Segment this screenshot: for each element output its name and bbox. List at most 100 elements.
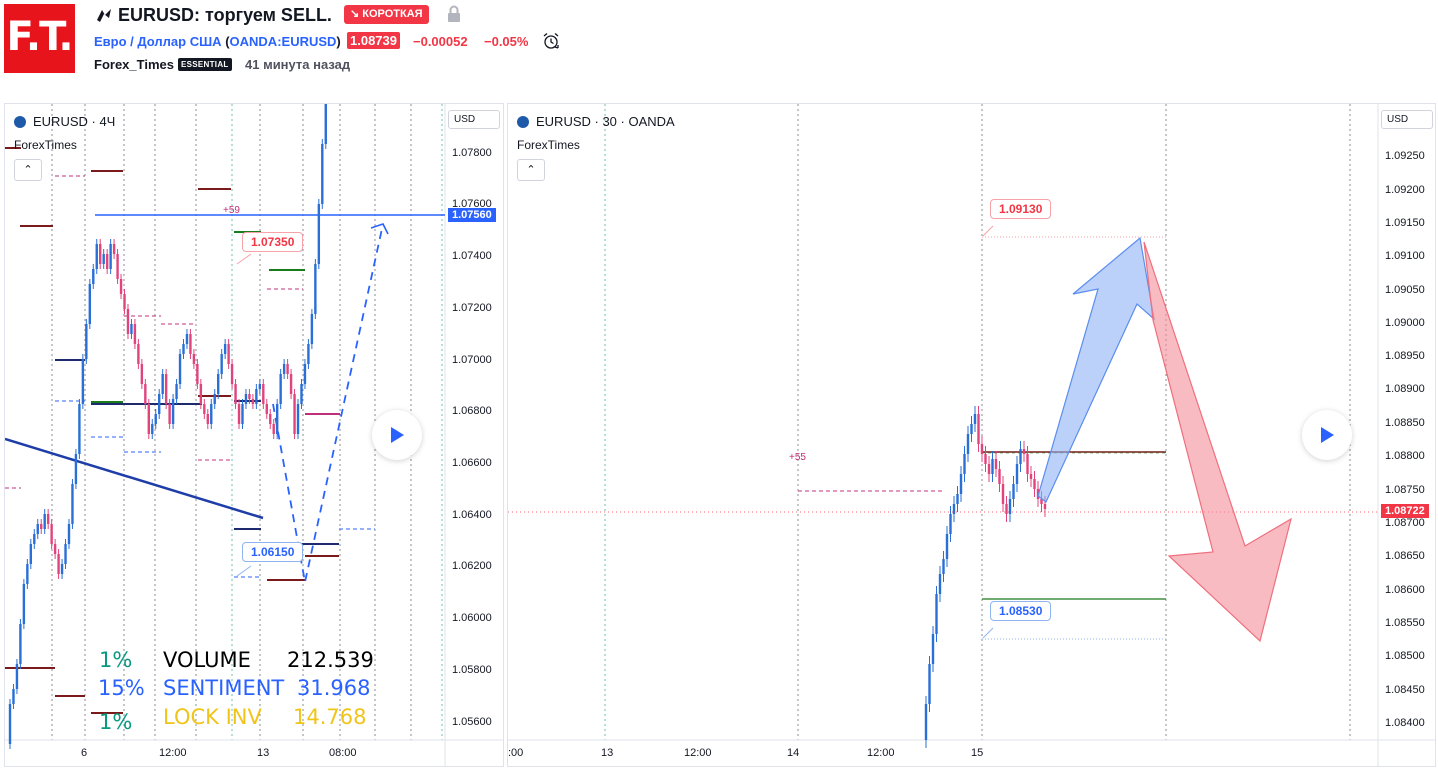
price-tick: 1.08950 xyxy=(1385,350,1425,362)
play-icon xyxy=(391,427,404,443)
time-tick: 12:00 xyxy=(867,747,895,759)
price-tick: 1.08850 xyxy=(1385,417,1425,429)
price-tick: 1.06000 xyxy=(452,612,492,624)
left-pips-label: +59 xyxy=(223,205,240,216)
price-change-percent: −0.05% xyxy=(484,34,529,49)
right-price-axis[interactable]: 1.09250 1.09200 1.09150 1.09100 1.09050 … xyxy=(1385,104,1435,740)
right-collapse-button[interactable]: ⌃ xyxy=(517,159,545,181)
price-tick: 1.09050 xyxy=(1385,284,1425,296)
candle xyxy=(50,524,53,544)
candle xyxy=(164,374,168,404)
time-tick: :00 xyxy=(508,747,524,759)
candle xyxy=(282,364,286,374)
left-currency-button[interactable]: USD xyxy=(448,110,500,129)
candle xyxy=(307,344,310,364)
left-chart-canvas[interactable] xyxy=(5,104,503,766)
left-target-up-label[interactable]: 1.07350 xyxy=(242,232,304,252)
time-tick: 08:00 xyxy=(329,747,357,759)
candle xyxy=(53,544,57,554)
price-tick: 1.09200 xyxy=(1385,184,1425,196)
direction-badge: ↘ КОРОТКАЯ xyxy=(344,5,429,24)
left-target-down-label[interactable]: 1.06150 xyxy=(242,542,304,562)
candle xyxy=(144,384,147,404)
right-play-button[interactable] xyxy=(1302,410,1352,460)
price-tick: 1.06600 xyxy=(452,457,492,469)
right-chart-canvas[interactable] xyxy=(508,104,1435,766)
candle xyxy=(963,454,966,474)
candle xyxy=(980,444,984,454)
candle xyxy=(279,374,282,404)
candle xyxy=(234,384,237,404)
candle xyxy=(248,394,251,399)
candle xyxy=(217,374,220,394)
stat-volume-value: 212.539 xyxy=(287,648,374,672)
stat-lockinv-pct: 1% xyxy=(99,710,133,734)
candle xyxy=(8,704,12,744)
symbol-paren-open: ( xyxy=(225,34,230,49)
candle xyxy=(64,544,67,564)
right-last-price-label: 1.08722 xyxy=(1381,504,1429,518)
alarm-clock-icon[interactable] xyxy=(542,32,560,50)
candle xyxy=(956,494,959,504)
candle xyxy=(255,389,258,404)
candle xyxy=(26,564,29,584)
candle xyxy=(22,584,26,624)
price-tick: 1.08700 xyxy=(1385,517,1425,529)
candle xyxy=(275,404,279,434)
candle xyxy=(43,514,46,529)
time-tick: 15 xyxy=(971,747,984,759)
price-tick: 1.08900 xyxy=(1385,383,1425,395)
price-tick: 1.09250 xyxy=(1385,150,1425,162)
candle xyxy=(40,524,43,529)
right-target-down-label[interactable]: 1.08530 xyxy=(990,601,1052,621)
author-name[interactable]: Forex_Times xyxy=(94,57,174,72)
left-collapse-button[interactable]: ⌃ xyxy=(14,159,42,181)
candle xyxy=(71,484,74,524)
lock-icon xyxy=(448,5,460,22)
left-price-axis[interactable]: 1.07800 1.07600 1.07400 1.07200 1.07000 … xyxy=(452,104,502,740)
candle xyxy=(220,354,223,374)
candle xyxy=(949,514,952,534)
candle xyxy=(185,334,189,344)
symbol-code[interactable]: OANDA:EURUSD xyxy=(229,34,337,49)
right-pips-label: +55 xyxy=(789,452,806,463)
brand-logo[interactable] xyxy=(4,4,75,73)
candle xyxy=(300,384,303,404)
candle xyxy=(178,354,182,384)
candle xyxy=(29,544,33,564)
candle xyxy=(959,474,963,494)
candle xyxy=(116,254,119,279)
right-chart-panel[interactable]: EURUSD · 30 · OANDA ForexTimes ⌃ USD 1.0… xyxy=(507,103,1436,767)
stat-volume-pct: 1% xyxy=(99,648,133,672)
left-chart-panel[interactable]: EURUSD · 4Ч ForexTimes ⌃ USD 1.07800 1.0… xyxy=(4,103,504,767)
candle xyxy=(244,394,248,404)
right-currency-button[interactable]: USD xyxy=(1381,110,1433,129)
candle xyxy=(262,384,265,404)
candle xyxy=(1040,499,1043,504)
price-tick: 1.08750 xyxy=(1385,484,1425,496)
left-play-button[interactable] xyxy=(372,410,422,460)
time-tick: 12:00 xyxy=(159,747,187,759)
play-icon xyxy=(1321,427,1334,443)
candle xyxy=(977,414,980,444)
candle xyxy=(171,399,175,424)
candle xyxy=(192,354,196,364)
candle xyxy=(126,309,130,334)
candle xyxy=(213,394,216,404)
stat-sentiment-value: 31.968 xyxy=(297,676,371,700)
candle xyxy=(241,404,244,424)
price-tick: 1.07200 xyxy=(452,302,492,314)
symbol-description[interactable]: Евро / Доллар США xyxy=(94,34,222,49)
time-tick: 13 xyxy=(601,747,614,759)
candle xyxy=(74,454,78,484)
candle xyxy=(952,504,956,514)
candle xyxy=(1005,504,1008,514)
right-target-up-label[interactable]: 1.09130 xyxy=(990,199,1052,219)
candle xyxy=(317,204,321,264)
candle xyxy=(130,324,133,334)
price-tick: 1.09000 xyxy=(1385,317,1425,329)
time-tick: 6 xyxy=(81,747,88,759)
symbol-link[interactable]: Евро / Доллар США (OANDA:EURUSD) xyxy=(94,34,341,49)
price-tick: 1.05600 xyxy=(452,716,492,728)
price-tick: 1.08400 xyxy=(1385,717,1425,729)
